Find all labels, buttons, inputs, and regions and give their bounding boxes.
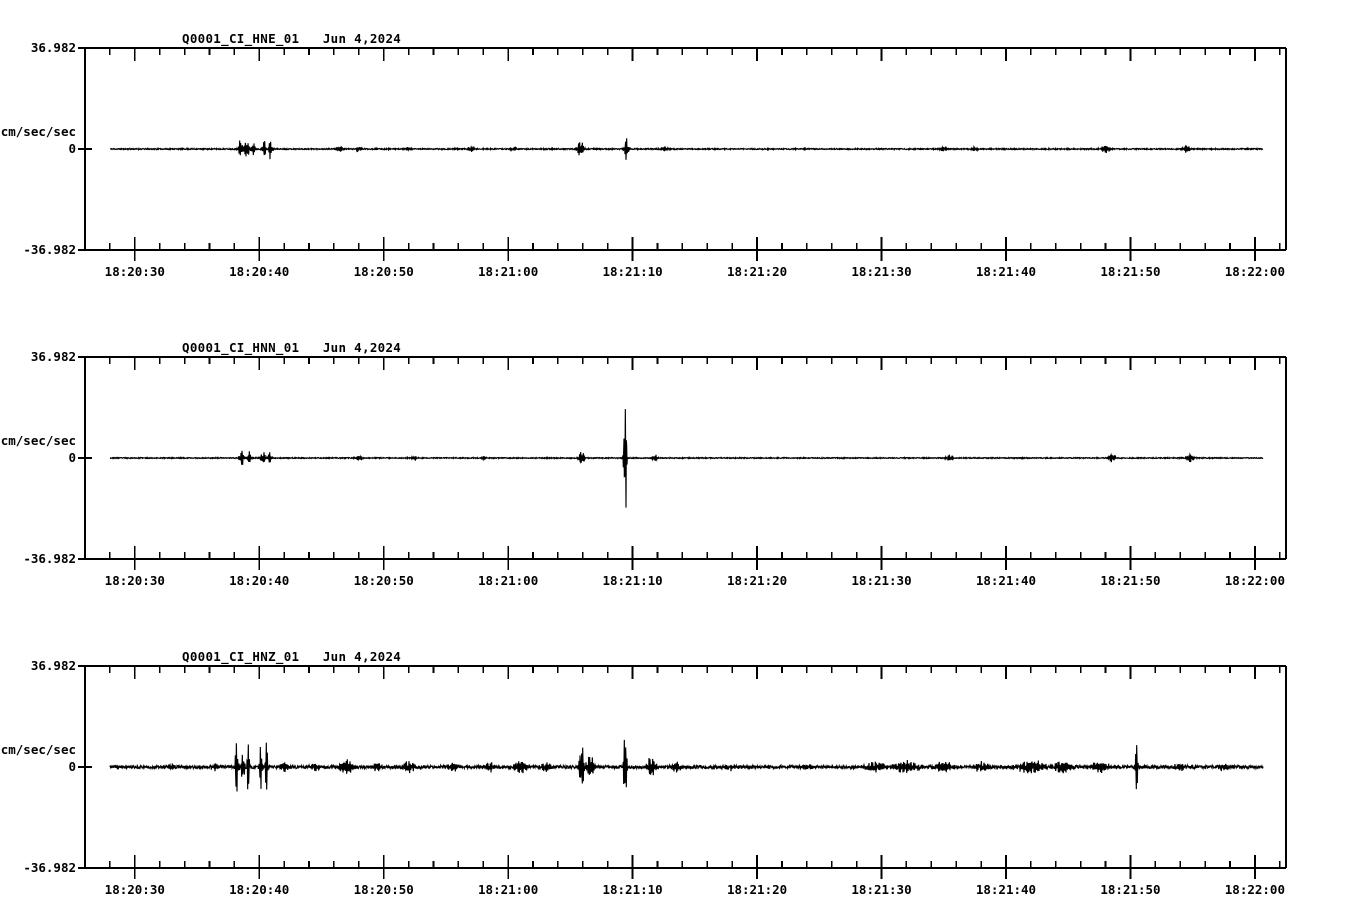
xtick-label-hnz-2: 18:20:50 (353, 882, 414, 897)
panel-title-hnn: Q0001_CI_HNN_01 Jun 4,2024 (182, 340, 402, 355)
panel-title-hnz: Q0001_CI_HNZ_01 Jun 4,2024 (182, 649, 402, 664)
xtick-label-hne-1: 18:20:40 (229, 264, 290, 279)
xtick-label-hnz-4: 18:21:10 (602, 882, 663, 897)
ytick-label-min-hnn: -36.982 (23, 551, 76, 566)
panel-title-hne: Q0001_CI_HNE_01 Jun 4,2024 (182, 31, 402, 46)
xtick-label-hnn-5: 18:21:20 (726, 573, 788, 588)
y-axis-units-label-hne: cm/sec/sec (0, 124, 76, 139)
waveform-trace-hne (109, 138, 1264, 160)
xtick-label-hne-0: 18:20:30 (104, 264, 165, 279)
xtick-label-hnn-1: 18:20:40 (229, 573, 290, 588)
xtick-label-hnn-9: 18:22:00 (1224, 573, 1285, 588)
xtick-label-hnn-7: 18:21:40 (975, 573, 1037, 588)
xtick-label-hnz-1: 18:20:40 (229, 882, 290, 897)
xtick-label-hnz-0: 18:20:30 (104, 882, 165, 897)
ytick-label-min-hnz: -36.982 (23, 860, 76, 875)
xtick-label-hnn-8: 18:21:50 (1100, 573, 1161, 588)
y-axis-units-label-hnn: cm/sec/sec (0, 433, 76, 448)
xtick-label-hnz-5: 18:21:20 (726, 882, 788, 897)
ytick-label-zero-hnz: 0 (68, 759, 76, 774)
xtick-label-hnz-8: 18:21:50 (1100, 882, 1161, 897)
xtick-label-hnn-2: 18:20:50 (353, 573, 414, 588)
xtick-label-hne-5: 18:21:20 (726, 264, 788, 279)
xtick-label-hnn-3: 18:21:00 (478, 573, 539, 588)
xtick-label-hne-6: 18:21:30 (851, 264, 912, 279)
ytick-label-zero-hne: 0 (68, 141, 76, 156)
xtick-label-hne-7: 18:21:40 (975, 264, 1037, 279)
ytick-label-max-hnn: 36.982 (30, 349, 76, 364)
ytick-label-max-hnz: 36.982 (30, 658, 76, 673)
xtick-label-hne-4: 18:21:10 (602, 264, 663, 279)
ytick-label-max-hne: 36.982 (30, 40, 76, 55)
xtick-label-hne-8: 18:21:50 (1100, 264, 1161, 279)
ytick-label-zero-hnn: 0 (68, 450, 76, 465)
xtick-label-hnz-6: 18:21:30 (851, 882, 912, 897)
xtick-label-hne-9: 18:22:00 (1224, 264, 1285, 279)
ytick-label-min-hne: -36.982 (23, 242, 76, 257)
waveform-trace-hnz (109, 739, 1264, 792)
xtick-label-hne-3: 18:21:00 (478, 264, 539, 279)
xtick-label-hnn-6: 18:21:30 (851, 573, 912, 588)
xtick-label-hnz-9: 18:22:00 (1224, 882, 1285, 897)
waveform-trace-hnn (109, 409, 1264, 508)
xtick-label-hnz-3: 18:21:00 (478, 882, 539, 897)
xtick-label-hne-2: 18:20:50 (353, 264, 414, 279)
y-axis-units-label-hnz: cm/sec/sec (0, 742, 76, 757)
xtick-label-hnz-7: 18:21:40 (975, 882, 1037, 897)
xtick-label-hnn-0: 18:20:30 (104, 573, 165, 588)
xtick-label-hnn-4: 18:21:10 (602, 573, 663, 588)
